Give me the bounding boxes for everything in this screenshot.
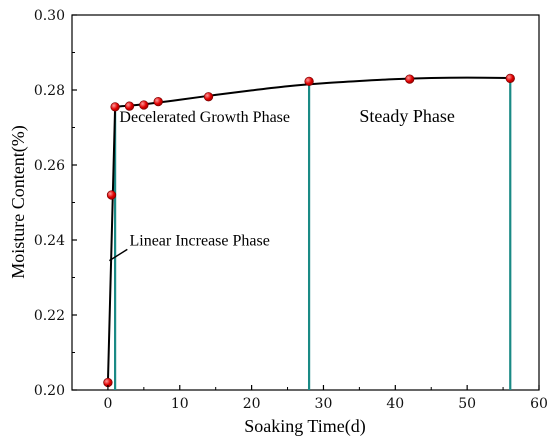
x-tick-label: 10 bbox=[171, 396, 189, 412]
x-axis-title: Soaking Time(d) bbox=[244, 416, 366, 437]
data-point bbox=[304, 76, 314, 87]
y-tick-label: 0.26 bbox=[34, 158, 65, 174]
data-point bbox=[153, 96, 163, 107]
annotation-pointer-line bbox=[108, 248, 128, 262]
phase-annotation-label: Steady Phase bbox=[359, 106, 454, 126]
data-point bbox=[106, 190, 117, 200]
y-tick-label: 0.20 bbox=[34, 383, 65, 399]
phase-annotations: Decelerated Growth Phase Steady Phase Line… bbox=[119, 106, 454, 250]
phase-annotation-label: Decelerated Growth Phase bbox=[119, 109, 290, 126]
y-tick-label: 0.28 bbox=[34, 83, 65, 99]
data-point bbox=[405, 74, 415, 84]
x-tick-label: 60 bbox=[530, 396, 548, 412]
data-point bbox=[110, 102, 120, 112]
y-axis: 0.20 0.22 0.24 0.26 0.28 0.30 bbox=[34, 8, 77, 399]
x-tick-label: 20 bbox=[243, 396, 261, 412]
data-point bbox=[139, 100, 149, 110]
phase-annotation-label: Linear Increase Phase bbox=[129, 233, 269, 250]
annotation-pointer-layer bbox=[108, 248, 128, 262]
y-tick-label: 0.22 bbox=[34, 308, 65, 324]
plot-frame bbox=[71, 14, 540, 391]
y-tick-label: 0.24 bbox=[34, 233, 65, 249]
y-axis-title: Moisture Content(%) bbox=[8, 125, 29, 278]
data-point bbox=[124, 101, 135, 111]
data-point bbox=[203, 92, 214, 102]
data-points bbox=[103, 73, 515, 388]
phase-dividers bbox=[114, 78, 512, 390]
x-tick-label: 30 bbox=[315, 396, 333, 412]
x-axis: 0 10 20 30 40 50 60 bbox=[71, 385, 548, 412]
data-point bbox=[505, 73, 515, 84]
y-tick-label: 0.30 bbox=[34, 8, 65, 24]
x-tick-label: 0 bbox=[103, 396, 112, 412]
x-tick-label: 40 bbox=[386, 396, 404, 412]
x-tick-label: 50 bbox=[458, 396, 476, 412]
